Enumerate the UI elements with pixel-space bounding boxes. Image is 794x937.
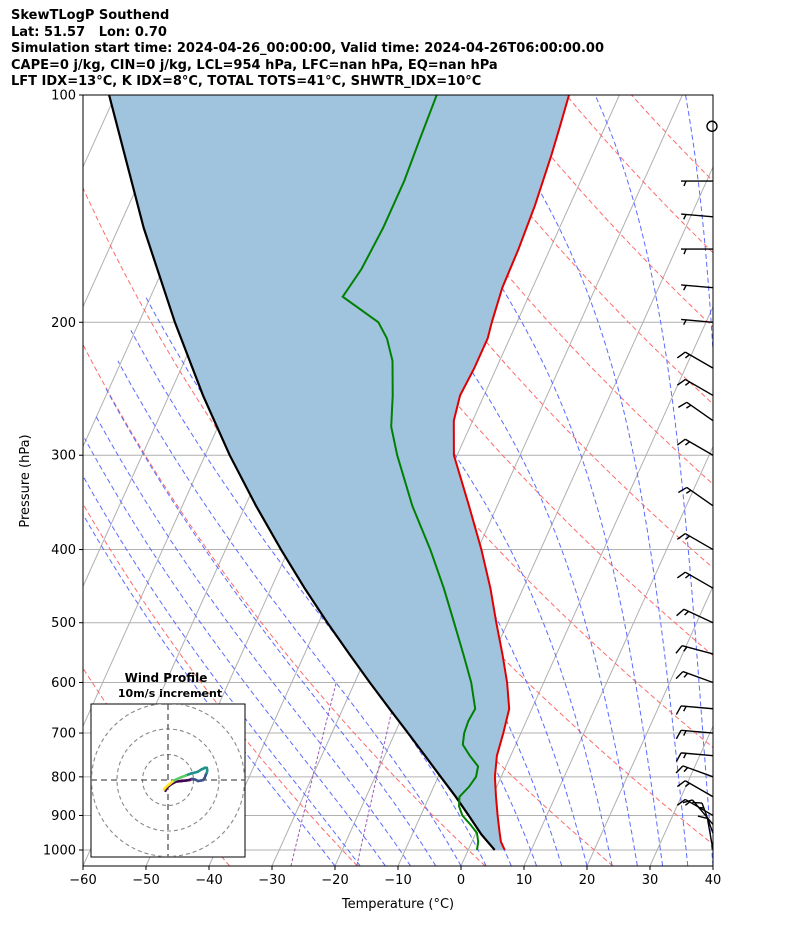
isotherm-line bbox=[523, 445, 713, 866]
x-tick-label: −10 bbox=[384, 873, 411, 888]
x-tick-label: −30 bbox=[258, 873, 285, 888]
y-tick-label: 700 bbox=[51, 727, 76, 742]
shaded-area bbox=[109, 95, 569, 850]
wind-barb bbox=[676, 351, 714, 369]
y-tick-label: 500 bbox=[51, 616, 76, 631]
header-title: SkewTLogP Southend bbox=[11, 8, 170, 23]
y-axis-label: Pressure (hPa) bbox=[18, 434, 33, 527]
x-tick-label: 10 bbox=[516, 873, 533, 888]
moist-adiabat-line bbox=[594, 95, 713, 866]
wind-barb bbox=[676, 378, 714, 397]
wind-barb bbox=[675, 705, 714, 715]
dry-adiabat-line bbox=[174, 95, 713, 749]
dry-adiabat-line bbox=[83, 343, 486, 866]
wind-barb bbox=[677, 486, 714, 507]
wind-barb bbox=[675, 670, 714, 684]
moist-adiabat-line bbox=[480, 95, 689, 866]
isotherm-line bbox=[334, 95, 683, 866]
x-tick-label: −60 bbox=[69, 873, 96, 888]
moist-adiabat-line bbox=[230, 110, 613, 866]
y-tick-label: 300 bbox=[51, 449, 76, 464]
header-location: Lat: 51.57 Lon: 0.70 bbox=[11, 24, 167, 40]
moist-adiabat-line bbox=[117, 360, 462, 866]
mixing-ratio-line bbox=[290, 682, 337, 866]
y-tick-label: 200 bbox=[51, 316, 76, 331]
moist-adiabat-line bbox=[84, 438, 386, 866]
moist-adiabat-line bbox=[130, 330, 487, 866]
dry-adiabat-line bbox=[370, 95, 713, 485]
moist-adiabat-line bbox=[203, 167, 588, 866]
wind-barb bbox=[681, 213, 714, 220]
isotherm-line bbox=[776, 95, 794, 866]
wind-barb bbox=[681, 318, 714, 326]
header-indices: LFT IDX=13°C, K IDX=8°C, TOTAL TOTS=41°C… bbox=[11, 74, 482, 89]
inset-title: Wind Profile bbox=[125, 671, 208, 685]
wind-barb bbox=[676, 532, 714, 551]
wind-barb bbox=[675, 752, 714, 762]
wind-barb bbox=[676, 780, 714, 798]
y-tick-label: 100 bbox=[51, 89, 76, 104]
isotherm-line bbox=[712, 864, 713, 866]
wind-barb bbox=[676, 438, 714, 456]
isotherm-line bbox=[586, 585, 713, 866]
temperature-line bbox=[452, 95, 570, 851]
y-tick-label: 1000 bbox=[43, 844, 76, 859]
wind-barb bbox=[675, 729, 714, 740]
wind-barb bbox=[681, 248, 713, 255]
y-tick-label: 400 bbox=[51, 543, 76, 558]
wind-barb bbox=[677, 401, 714, 422]
x-tick-label: 30 bbox=[642, 873, 659, 888]
mixing-ratio-line bbox=[356, 682, 399, 866]
wind-barb bbox=[681, 180, 713, 187]
x-tick-label: 0 bbox=[457, 873, 465, 888]
y-tick-label: 600 bbox=[51, 676, 76, 691]
y-tick-label: 800 bbox=[51, 770, 76, 785]
dry-adiabat-line bbox=[500, 95, 713, 328]
hodograph-segment bbox=[162, 786, 167, 791]
header-cape: CAPE=0 j/kg, CIN=0 j/kg, LCL=954 hPa, LF… bbox=[11, 57, 498, 73]
wind-barb bbox=[675, 645, 714, 655]
moist-adiabat-line bbox=[105, 388, 437, 866]
dry-adiabat-line bbox=[435, 95, 713, 405]
wind-barb bbox=[676, 798, 714, 817]
x-tick-label: −40 bbox=[195, 873, 222, 888]
x-tick-label: −50 bbox=[132, 873, 159, 888]
wind-barb-calm bbox=[706, 120, 718, 132]
wind-barb bbox=[676, 608, 714, 624]
wind-barb bbox=[697, 815, 714, 851]
x-tick-label: −20 bbox=[321, 873, 348, 888]
parcel-profile-line bbox=[108, 95, 496, 851]
moist-adiabat-line bbox=[289, 95, 638, 866]
dry-adiabat-line bbox=[565, 95, 713, 254]
wind-barb bbox=[676, 571, 714, 589]
isotherm-line bbox=[460, 305, 713, 866]
x-tick-label: 20 bbox=[579, 873, 596, 888]
dewpoint-line bbox=[341, 95, 480, 851]
isotherm-line bbox=[83, 95, 179, 308]
header-times: Simulation start time: 2024-04-26_00:00:… bbox=[11, 41, 604, 56]
y-tick-label: 900 bbox=[51, 809, 76, 824]
inset-subtitle: 10m/s increment bbox=[118, 687, 222, 700]
x-tick-label: 40 bbox=[705, 873, 722, 888]
isotherm-line bbox=[649, 724, 713, 866]
moist-adiabat-line bbox=[83, 475, 361, 866]
chart-header: SkewTLogP Southend Lat: 51.57 Lon: 0.70 … bbox=[11, 8, 604, 91]
x-axis-label: Temperature (°C) bbox=[341, 897, 454, 912]
wind-barb bbox=[675, 765, 714, 778]
wind-barb bbox=[681, 284, 714, 291]
